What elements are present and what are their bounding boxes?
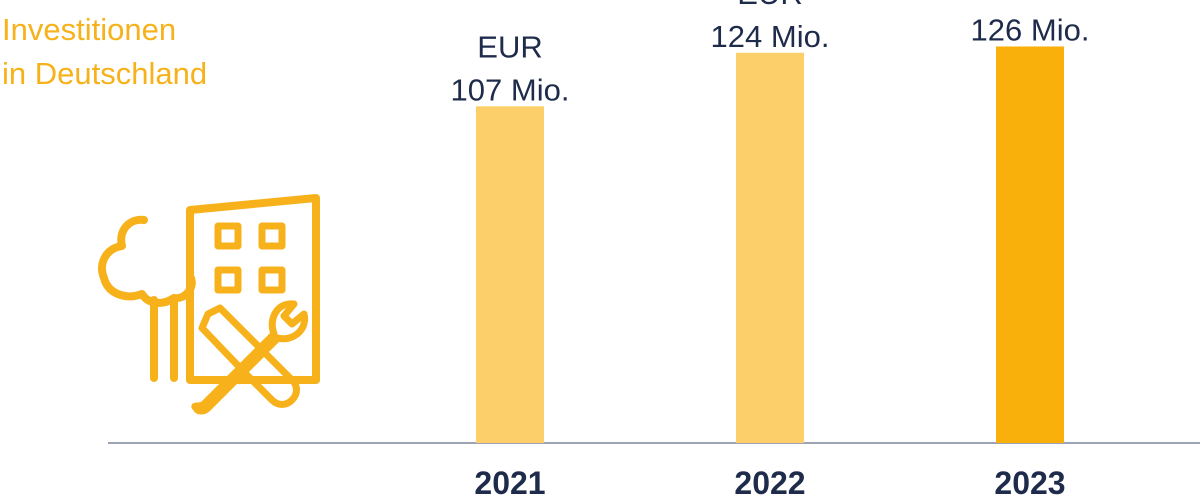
bar-2023 <box>996 46 1064 444</box>
title-line-2: in Deutschland <box>2 56 208 91</box>
value-label-2021-line-2: 107 Mio. <box>451 72 570 107</box>
value-label-2023-line-2: 126 Mio. <box>971 12 1090 47</box>
x-tick-label-2023: 2023 <box>994 465 1065 500</box>
value-label-2022-line-1: EUR <box>737 0 802 11</box>
title-line-1: Investitionen <box>2 12 177 47</box>
value-label-2023-line-1: EUR <box>997 0 1062 4</box>
x-tick-label-2022: 2022 <box>734 465 805 500</box>
value-label-2021-line-1: EUR <box>477 29 542 64</box>
bar-2022 <box>736 52 804 443</box>
bar-2021 <box>476 106 544 443</box>
building-tree-tools-icon <box>92 190 322 422</box>
x-tick-label-2021: 2021 <box>474 465 545 500</box>
value-label-2022-line-2: 124 Mio. <box>711 19 830 54</box>
chart-title: Investitionen in Deutschland <box>2 8 207 96</box>
